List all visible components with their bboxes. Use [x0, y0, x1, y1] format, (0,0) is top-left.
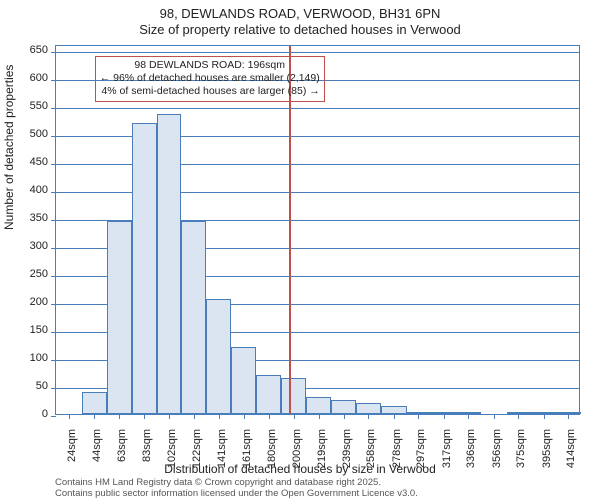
xtick-mark [94, 414, 95, 419]
xtick-mark [568, 414, 569, 419]
histogram-chart: 98, DEWLANDS ROAD, VERWOOD, BH31 6PN Siz… [0, 0, 600, 500]
xtick-label: 239sqm [341, 429, 353, 489]
ytick-mark [51, 360, 56, 361]
ytick-mark [51, 220, 56, 221]
xtick-label: 161sqm [241, 429, 253, 489]
annotation-line1: 98 DEWLANDS ROAD: 196sqm [100, 59, 320, 72]
histogram-bar [82, 392, 108, 414]
ytick-label: 350 [8, 212, 48, 224]
ytick-label: 400 [8, 184, 48, 196]
ytick-mark [51, 192, 56, 193]
xtick-label: 336sqm [465, 429, 477, 489]
histogram-bar [132, 123, 158, 415]
histogram-bar [306, 397, 332, 414]
xtick-mark [144, 414, 145, 419]
xtick-label: 180sqm [266, 429, 278, 489]
ytick-mark [51, 52, 56, 53]
annotation-box: 98 DEWLANDS ROAD: 196sqm← 96% of detache… [95, 56, 325, 101]
xtick-mark [269, 414, 270, 419]
annotation-line2: ← 96% of detached houses are smaller (2,… [100, 72, 320, 85]
ytick-label: 200 [8, 296, 48, 308]
ytick-label: 550 [8, 100, 48, 112]
histogram-bar [281, 378, 305, 414]
xtick-mark [194, 414, 195, 419]
ytick-mark [51, 164, 56, 165]
xtick-label: 258sqm [365, 429, 377, 489]
xtick-label: 375sqm [515, 429, 527, 489]
xtick-label: 356sqm [491, 429, 503, 489]
xtick-label: 414sqm [565, 429, 577, 489]
xtick-mark [219, 414, 220, 419]
xtick-mark [294, 414, 295, 419]
ytick-mark [51, 416, 56, 417]
xtick-label: 395sqm [541, 429, 553, 489]
xtick-label: 63sqm [116, 429, 128, 489]
histogram-bar [381, 406, 407, 414]
xtick-label: 297sqm [415, 429, 427, 489]
histogram-bar [107, 221, 131, 414]
xtick-mark [344, 414, 345, 419]
ytick-mark [51, 388, 56, 389]
ytick-label: 250 [8, 268, 48, 280]
y-axis-label: Number of detached properties [2, 65, 16, 230]
xtick-mark [494, 414, 495, 419]
ytick-mark [51, 136, 56, 137]
chart-title-line1: 98, DEWLANDS ROAD, VERWOOD, BH31 6PN [0, 6, 600, 21]
ytick-mark [51, 276, 56, 277]
histogram-bar [206, 299, 232, 414]
ytick-label: 150 [8, 324, 48, 336]
gridline-h [56, 108, 579, 109]
xtick-label: 102sqm [166, 429, 178, 489]
xtick-mark [319, 414, 320, 419]
xtick-mark [544, 414, 545, 419]
annotation-line3: 4% of semi-detached houses are larger (8… [100, 85, 320, 98]
ytick-label: 600 [8, 72, 48, 84]
ytick-mark [51, 248, 56, 249]
xtick-label: 317sqm [441, 429, 453, 489]
xtick-mark [444, 414, 445, 419]
histogram-bar [157, 114, 181, 414]
ytick-mark [51, 332, 56, 333]
xtick-mark [169, 414, 170, 419]
footer-attribution: Contains HM Land Registry data © Crown c… [55, 478, 418, 500]
xtick-mark [518, 414, 519, 419]
chart-title-line2: Size of property relative to detached ho… [0, 22, 600, 37]
xtick-label: 83sqm [141, 429, 153, 489]
ytick-label: 650 [8, 44, 48, 56]
ytick-label: 300 [8, 240, 48, 252]
xtick-mark [119, 414, 120, 419]
ytick-label: 50 [8, 380, 48, 392]
histogram-bar [356, 403, 382, 414]
ytick-mark [51, 108, 56, 109]
ytick-label: 500 [8, 128, 48, 140]
xtick-label: 44sqm [91, 429, 103, 489]
xtick-label: 200sqm [291, 429, 303, 489]
xtick-label: 24sqm [66, 429, 78, 489]
ytick-mark [51, 304, 56, 305]
ytick-label: 100 [8, 352, 48, 364]
xtick-mark [69, 414, 70, 419]
ytick-label: 0 [8, 408, 48, 420]
histogram-bar [231, 347, 255, 414]
xtick-mark [468, 414, 469, 419]
xtick-mark [368, 414, 369, 419]
xtick-mark [394, 414, 395, 419]
histogram-bar [331, 400, 355, 414]
xtick-mark [244, 414, 245, 419]
xtick-label: 122sqm [191, 429, 203, 489]
ytick-label: 450 [8, 156, 48, 168]
ytick-mark [51, 80, 56, 81]
xtick-label: 141sqm [216, 429, 228, 489]
xtick-label: 278sqm [391, 429, 403, 489]
gridline-h [56, 52, 579, 53]
histogram-bar [256, 375, 282, 414]
xtick-mark [418, 414, 419, 419]
xtick-label: 219sqm [316, 429, 328, 489]
footer-line2: Contains public sector information licen… [55, 489, 418, 500]
histogram-bar [181, 221, 205, 414]
